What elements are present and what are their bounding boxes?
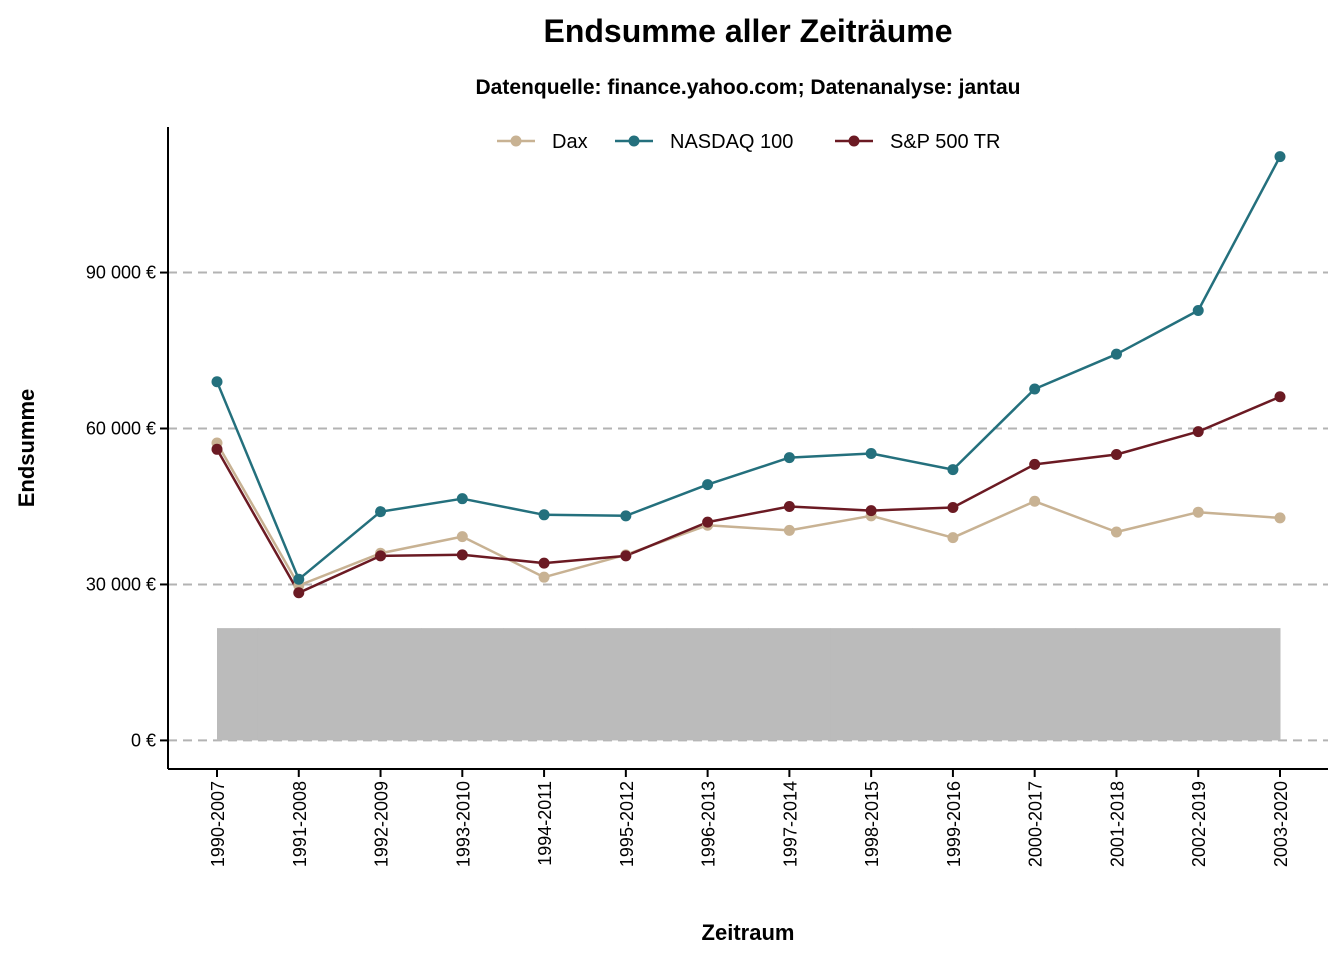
x-tick-label: 1999-2016 [944, 781, 964, 867]
series-points [211, 151, 1286, 599]
series-line [215, 395, 1281, 595]
data-point [865, 505, 877, 517]
legend-label: S&P 500 TR [890, 131, 1000, 153]
invested-bar [912, 628, 995, 741]
x-tick-label: 2001-2018 [1107, 781, 1127, 867]
data-point [783, 524, 795, 536]
chart-title: Endsumme aller Zeiträume [543, 13, 952, 49]
x-tick-label: 1994-2011 [535, 781, 555, 866]
data-point [538, 557, 550, 569]
x-tick-label: 1992-2009 [372, 781, 392, 867]
x-tick-label: 1993-2010 [453, 781, 473, 867]
data-point [1192, 426, 1204, 438]
y-tick-label: 60 000 € [86, 419, 156, 439]
data-point [293, 587, 305, 599]
data-point [293, 573, 305, 585]
y-tick-label: 0 € [131, 730, 156, 750]
data-point [1110, 348, 1122, 360]
invested-bar [503, 628, 586, 741]
invested-bar [217, 628, 259, 741]
invested-bar [666, 628, 749, 741]
invested-amount-bars [217, 628, 1281, 741]
data-point [1110, 526, 1122, 538]
legend-swatch-point [510, 135, 522, 147]
data-point [702, 516, 714, 528]
data-point [947, 464, 959, 476]
data-point [947, 502, 959, 514]
data-point [538, 509, 550, 521]
data-point [1274, 391, 1286, 403]
data-point [456, 531, 468, 543]
data-point [1274, 512, 1286, 524]
invested-bar [993, 628, 1077, 741]
invested-bar [1157, 628, 1240, 741]
data-point [1110, 448, 1122, 460]
x-axis-title: Zeitraum [702, 920, 795, 945]
series-lines [215, 156, 1282, 595]
chart-subtitle: Datenquelle: finance.yahoo.com; Datenana… [476, 76, 1021, 99]
invested-bar [339, 628, 422, 741]
x-tick-label: 2002-2019 [1189, 781, 1209, 867]
series-line [215, 442, 1281, 587]
legend-label: NASDAQ 100 [670, 131, 793, 153]
data-point [1274, 151, 1286, 163]
data-point [211, 376, 223, 388]
x-tick-label: 2003-2020 [1271, 781, 1291, 867]
data-point [620, 510, 632, 522]
data-point [211, 443, 223, 455]
data-point [783, 452, 795, 464]
y-axis-ticks: 0 € 30 000 € 60 000 € 90 000 € [86, 263, 168, 750]
data-point [1192, 506, 1204, 518]
x-tick-label: 2000-2017 [1026, 781, 1046, 867]
x-tick-label: 1991-2008 [290, 781, 310, 867]
data-point [865, 447, 877, 459]
data-point [1029, 458, 1041, 470]
invested-bar [1075, 628, 1158, 741]
y-tick-label: 30 000 € [86, 574, 156, 594]
legend-label: Dax [552, 131, 588, 153]
data-point [1029, 495, 1041, 507]
data-point [620, 550, 632, 562]
invested-bar [584, 628, 668, 741]
invested-bar [830, 628, 913, 741]
data-point [456, 493, 468, 505]
series-line [215, 156, 1282, 581]
invested-bar [421, 628, 504, 741]
x-tick-label: 1990-2007 [208, 781, 228, 867]
y-tick-label: 90 000 € [86, 263, 156, 283]
x-tick-label: 1996-2013 [699, 781, 719, 867]
data-point [375, 550, 387, 562]
data-point [538, 571, 550, 583]
x-tick-label: 1998-2015 [862, 781, 882, 867]
y-axis-title: Endsumme [14, 389, 39, 508]
invested-bar [1239, 628, 1281, 741]
data-point [783, 500, 795, 512]
data-point [947, 532, 959, 544]
data-point [375, 506, 387, 518]
data-point [702, 479, 714, 491]
invested-bar [748, 628, 831, 741]
legend-swatch-point [628, 135, 640, 147]
x-axis-ticks: 1990-2007 1991-2008 1992-2009 1993-2010 1994… [208, 769, 1291, 867]
x-tick-label: 1997-2014 [780, 781, 800, 867]
data-point [456, 549, 468, 561]
invested-bar [257, 628, 341, 741]
data-point [1029, 383, 1041, 395]
x-tick-label: 1995-2012 [617, 781, 637, 867]
legend-swatch-point [848, 135, 860, 147]
data-point [1192, 305, 1204, 317]
legend: Dax NASDAQ 100 S&P 500 TR [497, 131, 1000, 153]
